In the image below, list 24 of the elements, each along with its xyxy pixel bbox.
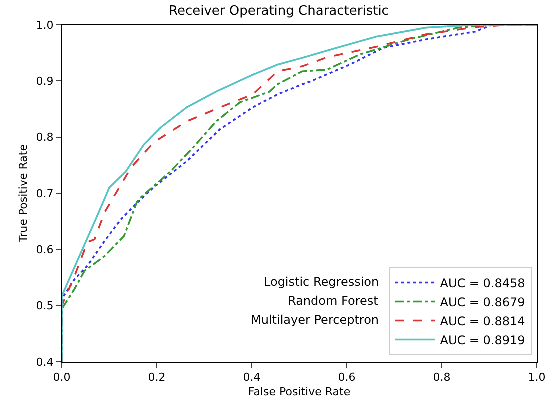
annotation: Random Forest bbox=[288, 294, 379, 308]
legend-label: AUC = 0.8919 bbox=[440, 333, 526, 348]
y-tick-label: 0.6 bbox=[36, 244, 54, 257]
line-series bbox=[62, 25, 537, 362]
y-axis-title: True Positive Rate bbox=[16, 144, 30, 244]
y-tick-label: 0.5 bbox=[36, 300, 54, 313]
legend-label: AUC = 0.8679 bbox=[440, 295, 526, 310]
y-tick-label: 0.9 bbox=[36, 75, 54, 88]
y-tick-label: 1.0 bbox=[36, 18, 54, 32]
y-tick-label: 0.4 bbox=[36, 356, 54, 369]
x-tick-label: 1.0 bbox=[528, 371, 546, 384]
y-tick-label: 0.7 bbox=[36, 187, 54, 200]
legend-label: AUC = 0.8814 bbox=[440, 314, 526, 328]
chart-title: Receiver Operating Characteristic bbox=[169, 4, 389, 20]
x-tick-label: 0.0 bbox=[53, 371, 71, 384]
legend-label: AUC = 0.8458 bbox=[440, 276, 526, 290]
x-tick-label: 0.6 bbox=[338, 371, 356, 384]
annotation: Logistic Regression bbox=[264, 275, 380, 289]
annotation: Multilayer Perceptron bbox=[251, 313, 380, 327]
x-tick-label: 0.4 bbox=[243, 371, 261, 384]
x-tick-label: 0.8 bbox=[433, 371, 451, 384]
y-tick-label: 0.8 bbox=[36, 131, 54, 144]
x-tick-label: 0.2 bbox=[148, 371, 166, 384]
x-axis-title: False Positive Rate bbox=[248, 385, 351, 398]
